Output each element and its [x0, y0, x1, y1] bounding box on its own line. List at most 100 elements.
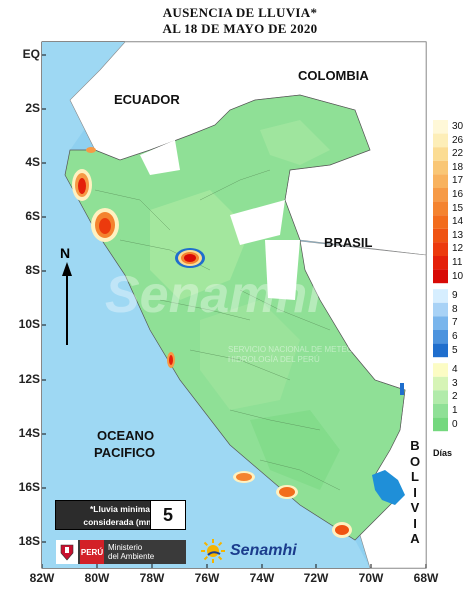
legend-swatch [433, 390, 448, 404]
peru-crest-icon [56, 540, 78, 564]
north-arrow [62, 262, 72, 345]
country-label-colombia: COLOMBIA [298, 68, 369, 83]
legend-tick-label: 12 [452, 243, 464, 255]
senamhi-name: Senamhi [230, 542, 297, 559]
sun-icon [201, 539, 225, 563]
ocean-area [42, 42, 370, 568]
legend-tick-label: 3 [452, 377, 458, 389]
legend-swatch [433, 174, 448, 188]
legend-swatch [433, 316, 448, 330]
senamhi-watermark: Senamhi [105, 266, 322, 324]
bolivia-letter: I [413, 484, 417, 500]
legend-swatch [433, 160, 448, 175]
bolivia-letter: A [410, 531, 420, 546]
legend-swatch [433, 256, 448, 270]
lon-label: 74W [249, 571, 275, 585]
senamhi-watermark-subtitle: SERVICIO NACIONAL DE METEOROLOGÍA E HIDR… [228, 345, 397, 364]
legend-tick-label: 30 [452, 121, 464, 132]
legend-tick-label: 10 [452, 270, 464, 282]
lat-label: 12S [18, 372, 40, 386]
legend-tick-label: 14 [452, 216, 464, 228]
bolivia-letter: O [409, 453, 421, 469]
bolivia-letter: I [413, 515, 417, 531]
map-title-line2: AL 18 DE MAYO DE 2020 [162, 21, 318, 36]
legend-tick-label: 0 [452, 418, 458, 430]
legend-tick-label: 2 [452, 391, 458, 403]
legend-tick-label: 22 [452, 148, 464, 160]
country-label-ecuador: ECUADOR [114, 92, 180, 107]
ministry-name: Ministerio del Ambiente [104, 543, 154, 561]
legend-swatch [433, 289, 448, 303]
legend-tick-label: 17 [452, 175, 464, 187]
legend-title: Días [433, 448, 453, 458]
note-line2: considerada (mm) [83, 517, 157, 527]
lon-label: 70W [358, 571, 384, 585]
legend-tick-label: 16 [452, 189, 464, 200]
peru-label: PERÚ [80, 540, 104, 564]
legend-swatch [433, 133, 448, 148]
lat-label: 14S [18, 426, 40, 440]
legend-swatch [433, 242, 448, 256]
legend-tick-label: 5 [452, 344, 458, 356]
legend-tick-label: 7 [452, 317, 458, 329]
legend-swatch [433, 302, 448, 317]
legend-tick-label: 1 [452, 405, 458, 416]
country-label-brasil: BRASIL [324, 235, 373, 250]
legend-swatch [433, 120, 448, 134]
lat-label: 18S [18, 534, 40, 548]
lat-label: 16S [18, 480, 40, 494]
legend-tick-label: 9 [452, 290, 458, 302]
lat-label: EQ [22, 47, 40, 61]
lat-label: 4S [25, 155, 40, 169]
latitude-ticks [42, 54, 46, 543]
lon-label: 80W [84, 571, 110, 585]
legend-tick-label: 8 [452, 303, 458, 315]
legend-swatch [433, 188, 448, 202]
legend-tick-label: 13 [452, 229, 464, 241]
ministry-line2: del Ambiente [108, 552, 155, 561]
lon-label: 82W [29, 571, 55, 585]
ministry-line1: Ministerio [108, 543, 143, 552]
bolivia-letter: L [411, 469, 419, 484]
lat-label: 6S [25, 209, 40, 223]
ocean-label-line2: PACIFICO [94, 445, 156, 460]
lon-label: 78W [139, 571, 165, 585]
legend-swatch [433, 147, 448, 161]
legend-swatch [433, 228, 448, 243]
note-line1: *Lluvia minima [90, 504, 150, 514]
legend-swatch [433, 404, 448, 418]
longitude-ticks [41, 564, 427, 568]
lon-label: 68W [413, 571, 439, 585]
legend-swatch [433, 215, 448, 229]
legend-swatch [433, 417, 448, 432]
lon-label: 72W [303, 571, 329, 585]
legend-swatch [433, 376, 448, 391]
legend-swatch [433, 363, 448, 377]
legend-swatch [433, 343, 448, 358]
lon-label: 76W [194, 571, 220, 585]
legend-swatch [433, 201, 448, 216]
north-label: N [60, 245, 71, 261]
senamhi-logo: Senamhi [200, 536, 310, 566]
map-title-line1: AUSENCIA DE LLUVIA* [162, 5, 318, 20]
legend-tick-label: 4 [452, 364, 458, 376]
legend-tick-label: 15 [452, 202, 464, 214]
rain-threshold-value: 5 [150, 500, 186, 530]
legend-tick-label: 18 [452, 161, 464, 173]
bolivia-letter: B [410, 438, 420, 453]
legend-swatch [433, 330, 448, 344]
legend-tick-label: 26 [452, 134, 464, 146]
high-day-spots [72, 147, 405, 538]
lat-label: 10S [18, 317, 40, 331]
legend-color-bar [433, 120, 448, 432]
lake-titicaca [372, 470, 405, 505]
lat-label: 8S [25, 263, 40, 277]
ocean-label-line1: OCEANO [97, 428, 155, 443]
bolivia-letter: V [410, 500, 420, 515]
ministry-logo: PERÚ Ministerio del Ambiente [56, 540, 186, 564]
legend-tick-label: 11 [452, 257, 463, 268]
lat-label: 2S [25, 101, 40, 115]
legend-tick-label: 6 [452, 331, 458, 342]
